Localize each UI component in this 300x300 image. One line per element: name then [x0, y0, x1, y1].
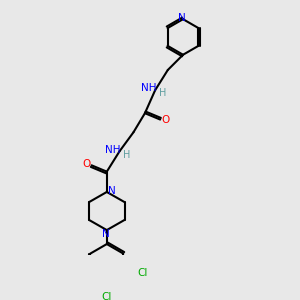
Text: NH: NH: [141, 83, 157, 93]
Text: Cl: Cl: [102, 292, 112, 300]
Text: NH: NH: [105, 145, 121, 155]
Text: H: H: [123, 150, 130, 160]
Text: O: O: [161, 115, 170, 124]
Text: H: H: [158, 88, 166, 98]
Text: O: O: [82, 159, 91, 169]
Text: Cl: Cl: [137, 268, 148, 278]
Text: N: N: [178, 13, 186, 23]
Text: N: N: [102, 229, 110, 239]
Text: N: N: [108, 186, 116, 196]
